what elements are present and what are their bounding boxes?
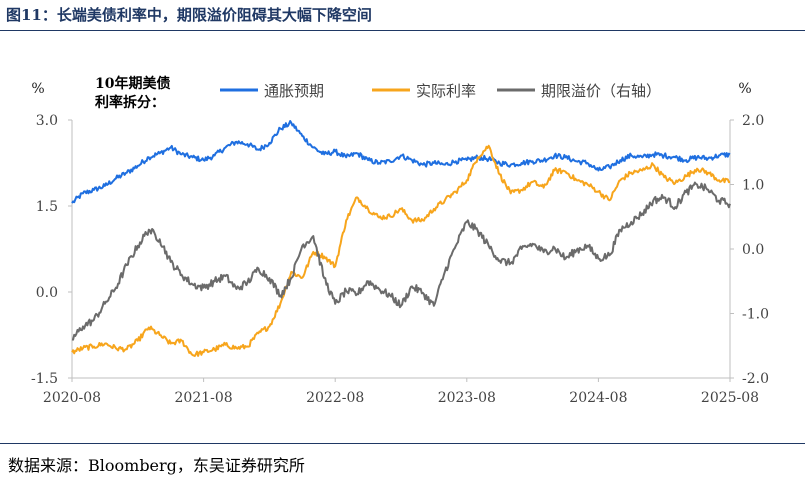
left-axis-unit: % xyxy=(31,81,44,97)
legend-label: 实际利率 xyxy=(416,82,476,100)
series-line-1 xyxy=(71,144,731,357)
chart-area: 3.0 1.5 0.0 -1.5 2.0 1.0 0.0 -1.0 -2.0 2020-08 202… xyxy=(31,75,769,406)
right-tick-label: 1.0 xyxy=(742,178,764,194)
x-tick-label: 2021-08 xyxy=(175,390,233,406)
right-tick-label: 2.0 xyxy=(742,113,764,129)
right-tick-label: 0.0 xyxy=(742,242,764,258)
x-tick-label: 2024-08 xyxy=(569,390,627,406)
left-tick-label: 0.0 xyxy=(36,285,58,301)
legend-label: 期限溢价（右轴） xyxy=(541,82,661,100)
top-rule xyxy=(0,30,805,31)
right-axis-unit: % xyxy=(738,81,751,97)
series-line-0 xyxy=(71,120,731,204)
bottom-rule xyxy=(0,443,805,444)
chart-subtitle-line: 利率拆分： xyxy=(95,94,165,111)
figure-title: 图11：长端美债利率中，期限溢价阻碍其大幅下降空间 xyxy=(6,6,372,24)
legend-label: 通胀预期 xyxy=(264,82,324,100)
left-tick-label: 3.0 xyxy=(36,113,58,129)
source-note: 数据来源：Bloomberg，东吴证券研究所 xyxy=(8,456,305,475)
x-tick-label: 2020-08 xyxy=(43,390,101,406)
x-tick-label: 2022-08 xyxy=(306,390,364,406)
left-tick-label: -1.5 xyxy=(31,371,58,387)
right-tick-label: -2.0 xyxy=(742,371,769,387)
x-tick-label: 2025-08 xyxy=(701,390,759,406)
chart-subtitle-line: 10年期美债 xyxy=(95,75,170,92)
left-tick-label: 1.5 xyxy=(36,199,58,215)
x-tick-label: 2023-08 xyxy=(438,390,496,406)
series-line-2 xyxy=(71,181,731,341)
right-tick-label: -1.0 xyxy=(742,307,769,323)
